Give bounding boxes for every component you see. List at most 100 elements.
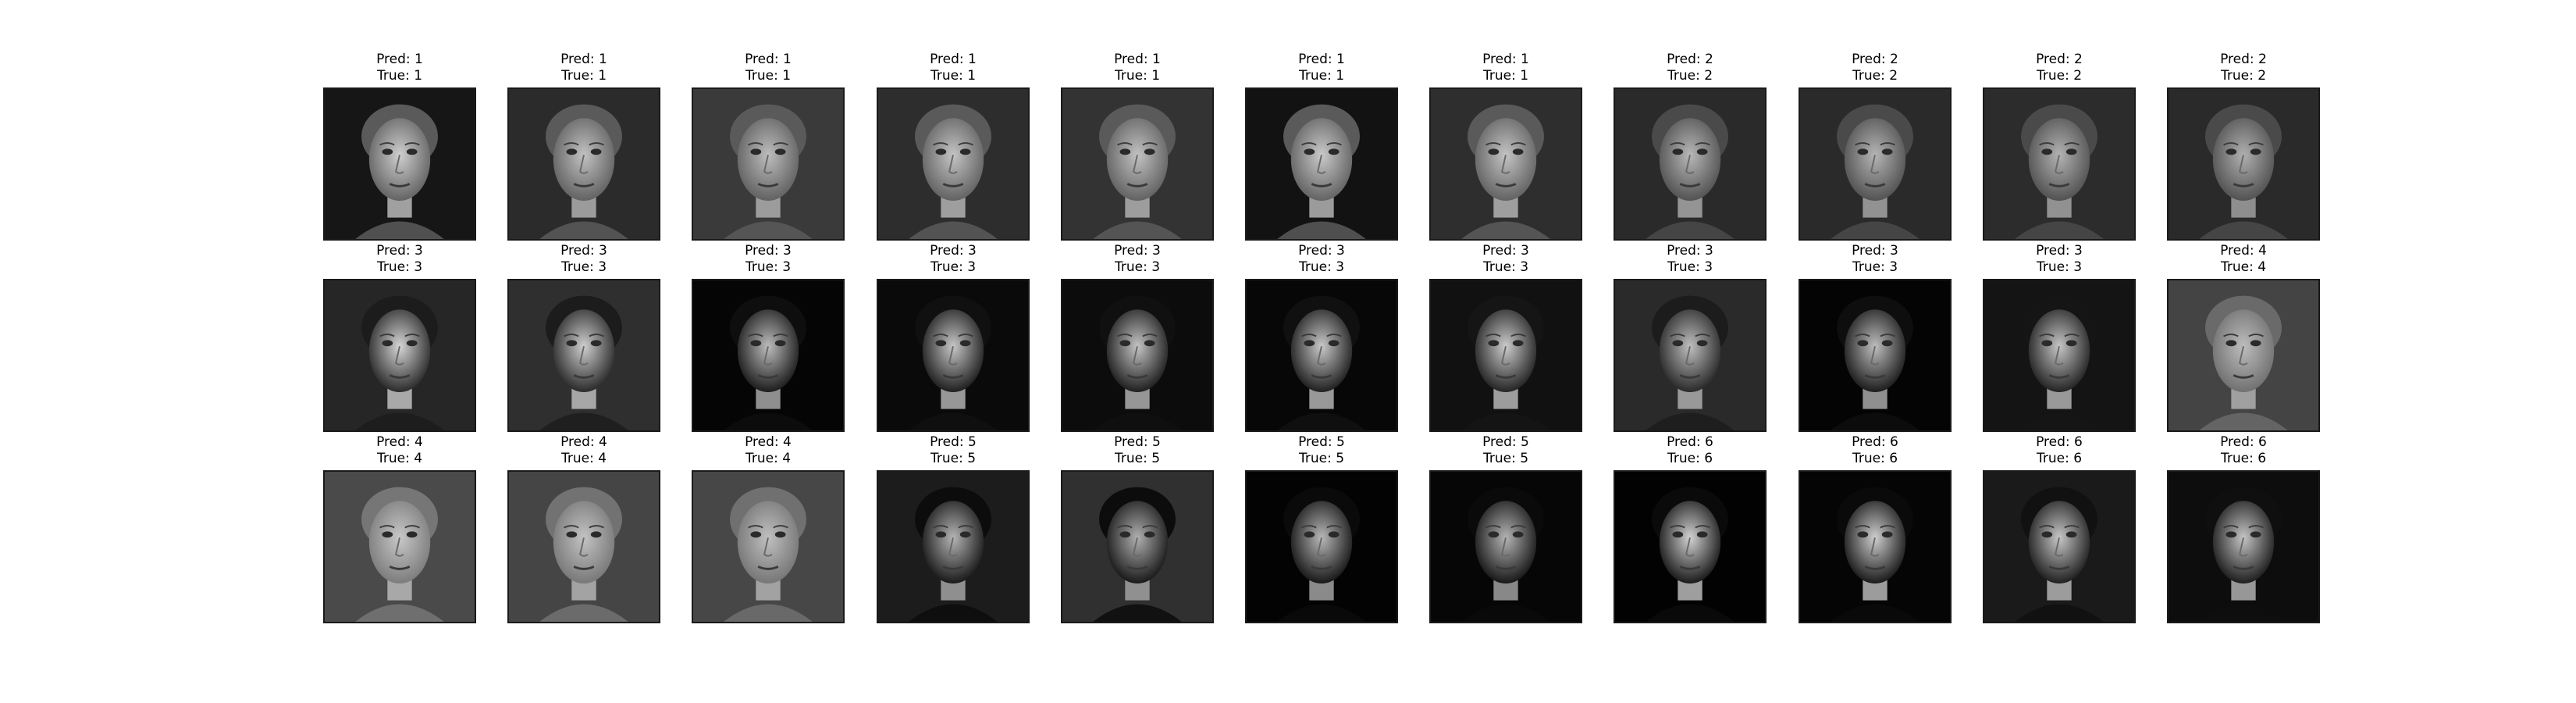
- face-image: [1245, 279, 1398, 432]
- face-image: [507, 87, 660, 241]
- face-image: [1799, 87, 1952, 241]
- face-image-svg: [693, 280, 843, 430]
- panel-title: Pred: 3 True: 3: [1783, 243, 1967, 276]
- pred-label: Pred: 3: [930, 243, 977, 259]
- pred-label: Pred: 6: [1852, 434, 1898, 450]
- face-image: [877, 470, 1030, 623]
- panel-title: Pred: 4 True: 4: [308, 434, 492, 467]
- true-label: True: 2: [2036, 68, 2083, 84]
- true-label: True: 1: [376, 68, 423, 84]
- pred-label: Pred: 5: [1298, 434, 1345, 450]
- pred-label: Pred: 3: [1298, 243, 1345, 259]
- panel-title: Pred: 1 True: 1: [676, 52, 860, 84]
- face-image: [1983, 470, 2136, 623]
- face-image-svg: [325, 472, 475, 622]
- face-image: [1061, 87, 1214, 241]
- true-label: True: 1: [745, 68, 792, 84]
- face-image-svg: [1431, 280, 1581, 430]
- face-image-svg: [1062, 280, 1212, 430]
- panel-title: Pred: 2 True: 2: [1598, 52, 1782, 84]
- face-image: [1245, 470, 1398, 623]
- face-image: [2167, 87, 2320, 241]
- face-image-svg: [693, 89, 843, 239]
- panel-title: Pred: 1 True: 1: [1414, 52, 1598, 84]
- true-label: True: 4: [745, 451, 792, 466]
- pred-label: Pred: 3: [1114, 243, 1161, 259]
- panel-title: Pred: 3 True: 3: [1598, 243, 1782, 276]
- true-label: True: 2: [1852, 68, 1898, 84]
- face-image: [1429, 279, 1582, 432]
- face-image: [692, 279, 845, 432]
- face-image-svg: [2169, 280, 2318, 430]
- true-label: True: 3: [376, 259, 423, 275]
- panel-title: Pred: 4 True: 4: [676, 434, 860, 467]
- face-image-svg: [325, 89, 475, 239]
- panel-title: Pred: 2 True: 2: [2151, 52, 2336, 84]
- pred-label: Pred: 1: [1298, 52, 1345, 67]
- true-label: True: 6: [2036, 451, 2083, 466]
- face-image: [507, 279, 660, 432]
- face-image: [692, 87, 845, 241]
- true-label: True: 5: [930, 451, 977, 466]
- true-label: True: 4: [2220, 259, 2267, 275]
- true-label: True: 4: [376, 451, 423, 466]
- panel-title: Pred: 3 True: 3: [1045, 243, 1229, 276]
- face-image: [1429, 470, 1582, 623]
- pred-label: Pred: 2: [2036, 52, 2083, 67]
- pred-label: Pred: 1: [1114, 52, 1161, 67]
- face-image-svg: [1431, 472, 1581, 622]
- panel-title: Pred: 6 True: 6: [1783, 434, 1967, 467]
- panel-title: Pred: 1 True: 1: [861, 52, 1045, 84]
- face-image-svg: [1062, 472, 1212, 622]
- face-image: [877, 279, 1030, 432]
- pred-label: Pred: 3: [1667, 243, 1713, 259]
- true-label: True: 2: [2220, 68, 2267, 84]
- face-image: [1799, 470, 1952, 623]
- panel-title: Pred: 3 True: 3: [1967, 243, 2151, 276]
- face-image: [1245, 87, 1398, 241]
- panel-title: Pred: 2 True: 2: [1783, 52, 1967, 84]
- true-label: True: 3: [745, 259, 792, 275]
- face-image: [1614, 87, 1767, 241]
- pred-label: Pred: 4: [745, 434, 792, 450]
- pred-label: Pred: 5: [1114, 434, 1161, 450]
- face-image-svg: [1247, 280, 1397, 430]
- panel-title: Pred: 2 True: 2: [1967, 52, 2151, 84]
- panel-title: Pred: 1 True: 1: [492, 52, 676, 84]
- pred-label: Pred: 4: [376, 434, 423, 450]
- face-image: [877, 87, 1030, 241]
- true-label: True: 1: [1114, 68, 1161, 84]
- face-image: [1614, 279, 1767, 432]
- pred-label: Pred: 1: [1482, 52, 1529, 67]
- panel-title: Pred: 4 True: 4: [2151, 243, 2336, 276]
- panel-title: Pred: 5 True: 5: [1045, 434, 1229, 467]
- face-image: [1429, 87, 1582, 241]
- pred-label: Pred: 3: [1482, 243, 1529, 259]
- pred-label: Pred: 2: [1667, 52, 1713, 67]
- face-image-svg: [2169, 89, 2318, 239]
- pred-label: Pred: 4: [560, 434, 607, 450]
- face-image: [323, 87, 476, 241]
- face-image-svg: [509, 89, 659, 239]
- true-label: True: 6: [1852, 451, 1898, 466]
- face-image-svg: [1062, 89, 1212, 239]
- true-label: True: 5: [1298, 451, 1345, 466]
- panel-title: Pred: 3 True: 3: [861, 243, 1045, 276]
- true-label: True: 3: [930, 259, 977, 275]
- true-label: True: 1: [560, 68, 607, 84]
- face-image: [1614, 470, 1767, 623]
- true-label: True: 6: [2220, 451, 2267, 466]
- pred-label: Pred: 6: [1667, 434, 1713, 450]
- face-image-svg: [1615, 89, 1765, 239]
- panel-title: Pred: 3 True: 3: [492, 243, 676, 276]
- pred-label: Pred: 1: [930, 52, 977, 67]
- pred-label: Pred: 3: [1852, 243, 1898, 259]
- panel-title: Pred: 6 True: 6: [2151, 434, 2336, 467]
- true-label: True: 3: [1852, 259, 1898, 275]
- true-label: True: 1: [1482, 68, 1529, 84]
- panel-title: Pred: 6 True: 6: [1598, 434, 1782, 467]
- pred-label: Pred: 2: [2220, 52, 2267, 67]
- face-image: [323, 279, 476, 432]
- panel-title: Pred: 6 True: 6: [1967, 434, 2151, 467]
